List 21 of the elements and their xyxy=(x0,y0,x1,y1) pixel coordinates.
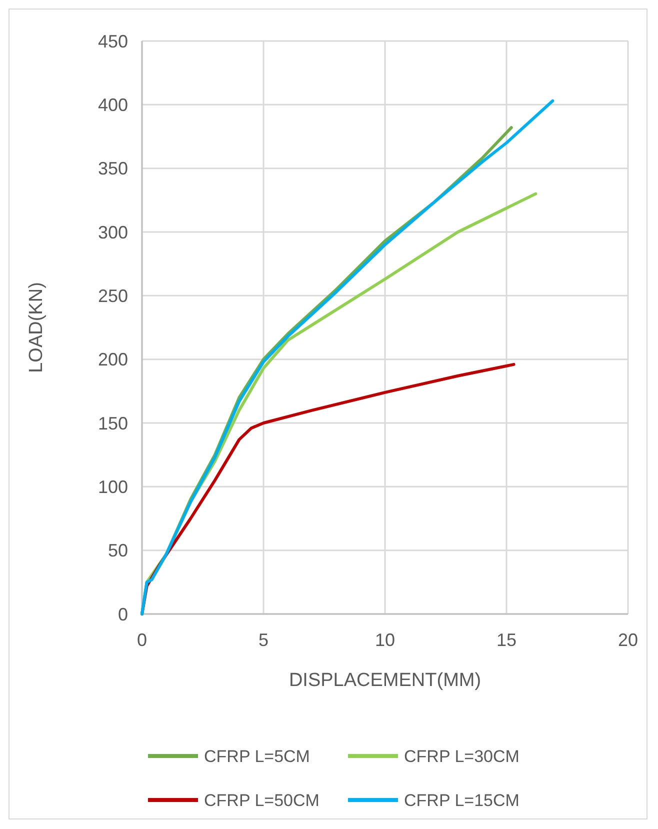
y-tick-label: 250 xyxy=(98,286,128,306)
x-tick-label: 20 xyxy=(618,630,638,650)
x-tick-label: 0 xyxy=(136,630,148,650)
y-tick-label: 350 xyxy=(98,158,128,179)
x-tick-label: 5 xyxy=(258,630,269,650)
x-tick-label: 10 xyxy=(374,630,396,650)
y-tick-label: 0 xyxy=(118,604,128,624)
y-tick-label: 450 xyxy=(98,31,128,52)
legend-label: CFRP L=30CM xyxy=(404,746,520,766)
x-tick-label: 15 xyxy=(496,630,517,650)
x-axis-title: DISPLACEMENT(MM) xyxy=(288,670,482,691)
legend-label: CFRP L=50CM xyxy=(204,790,320,810)
y-tick-label: 150 xyxy=(98,413,128,434)
y-axis-title: LOAD(KN) xyxy=(26,282,47,373)
y-tick-label: 200 xyxy=(98,350,128,370)
legend-label: CFRP L=5CM xyxy=(204,746,310,766)
legend-label: CFRP L=15CM xyxy=(404,790,520,810)
y-tick-label: 100 xyxy=(98,476,128,497)
y-tick-label: 50 xyxy=(108,540,128,561)
y-tick-label: 400 xyxy=(98,94,128,115)
y-tick-label: 300 xyxy=(98,222,128,242)
